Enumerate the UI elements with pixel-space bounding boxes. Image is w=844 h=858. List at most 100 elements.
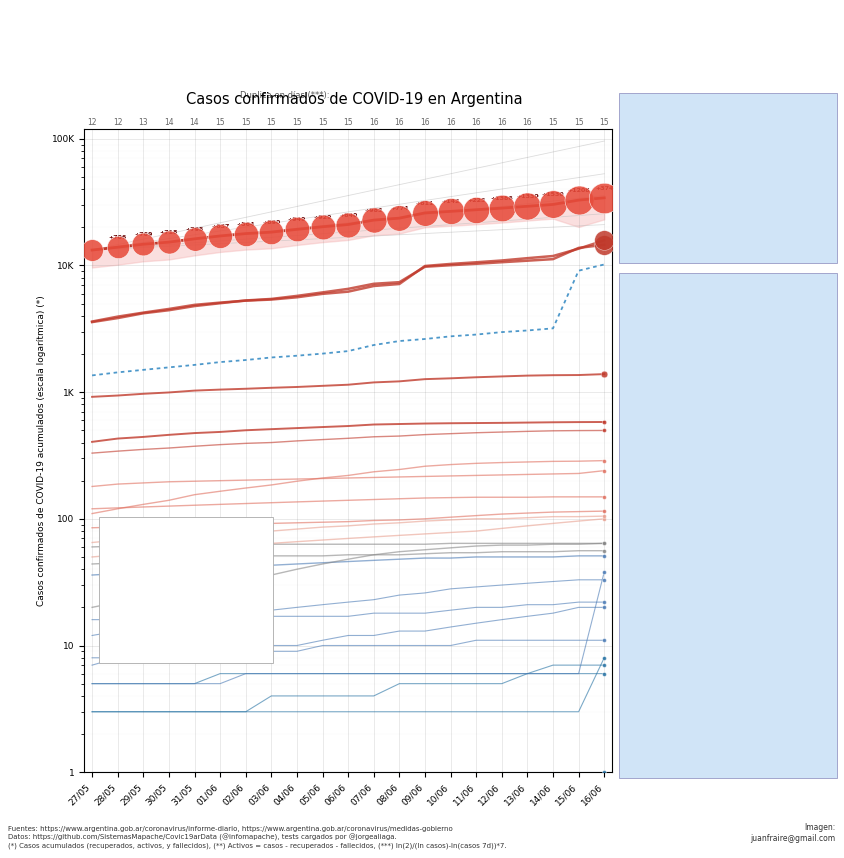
Point (598, 651, 611, 665)
Point (598, 536, 611, 550)
Text: (240) Neuq. +28  (7): (240) Neuq. +28 (7) (625, 416, 717, 426)
Text: (115) Mendo +3  (10): (115) Mendo +3 (10) (625, 456, 721, 466)
Text: (20) Salta +0  (0): (20) Salta +0 (0) (625, 660, 694, 669)
Text: (8) Jujuy +0  (1): (8) Jujuy +0 (1) (625, 700, 696, 710)
Point (598, 536, 611, 550)
Text: (100) E. Rios +12  (0): (100) E. Rios +12 (0) (625, 498, 711, 506)
Text: +795: +795 (186, 227, 203, 232)
Text: (19.3) fallec./millón: (19.3) fallec./millón (626, 175, 721, 185)
Point (598, 464, 611, 478)
Point (290, 222, 304, 236)
Text: +769: +769 (134, 233, 153, 238)
Text: (7) San Juan +0  (0): (7) San Juan +0 (0) (625, 721, 703, 730)
Point (598, 658, 611, 672)
Text: P%: P% (133, 613, 142, 617)
Text: Circ. externo: tasa let.: Circ. externo: tasa let. (106, 598, 195, 607)
Point (598, 454, 611, 468)
Text: (1387) Chac +23  (76): (1387) Chac +23 (76) (625, 335, 723, 344)
Text: +C: +C (121, 560, 133, 569)
Point (598, 510, 611, 523)
Text: +811: +811 (416, 201, 434, 206)
Text: (22) S. del E. +0  (0): (22) S. del E. +0 (0) (625, 639, 706, 649)
Point (598, 765, 611, 779)
Point (598, 595, 611, 609)
Text: +637: +637 (211, 224, 230, 229)
Text: (288) Sta. Fe +3  (4): (288) Sta. Fe +3 (4) (625, 396, 717, 405)
Text: +T: tests diarios: +T: tests diarios (106, 562, 170, 571)
Point (598, 667, 611, 680)
Text: (38) Misiones +0  (2): (38) Misiones +0 (2) (625, 599, 719, 608)
Point (598, 238, 611, 251)
Point (521, 199, 534, 213)
Point (85, 243, 99, 257)
Point (444, 204, 457, 218)
Text: +983: +983 (365, 208, 383, 213)
Text: +374: +374 (595, 186, 614, 190)
Text: (581) Rio N. +17  (28): (581) Rio N. +17 (28) (625, 355, 723, 365)
Point (341, 218, 354, 232)
Point (239, 227, 252, 240)
Text: (14546) Bs. +797  (389): (14546) Bs. +797 (389) (625, 315, 732, 323)
Text: P%: positividad: P%: positividad (106, 580, 167, 589)
Point (546, 197, 560, 211)
Text: Imagen:
juanfraire@gmail.com: Imagen: juanfraire@gmail.com (750, 823, 836, 843)
Text: +T: +T (133, 599, 142, 604)
Text: (casos) provincia    (fall.): (casos) provincia (fall.) (625, 281, 719, 290)
Point (469, 202, 483, 216)
Point (162, 235, 176, 249)
Point (111, 240, 124, 254)
Text: (498) Cba. +1  (34): (498) Cba. +1 (34) (625, 376, 711, 384)
Point (598, 601, 611, 614)
Text: (*) Casos acumulados (recuperados, activos, y fallecidos), (**) Activos = casos : (*) Casos acumulados (recuperados, activ… (8, 843, 507, 849)
Text: +F: +F (143, 560, 154, 569)
Text: +1339: +1339 (516, 194, 538, 199)
Point (598, 233, 611, 247)
Text: (10174) recuperados: (10174) recuperados (626, 212, 728, 222)
Text: (105) Ctes. +1  (0): (105) Ctes. +1 (0) (625, 477, 699, 486)
Point (598, 424, 611, 438)
Point (598, 191, 611, 205)
Y-axis label: Casos confirmados de COVID-19 acumulados (escala logarítmica) (*): Casos confirmados de COVID-19 acumulados… (37, 295, 46, 606)
Text: (0) Catam. +0  (0): (0) Catam. +0 (0) (625, 761, 698, 770)
Point (392, 211, 406, 225)
Text: Area rosa: activos (**): Area rosa: activos (**) (106, 634, 195, 643)
Text: +706: +706 (109, 235, 127, 240)
Text: (64) Chubut +1  (1): (64) Chubut +1 (1) (625, 538, 711, 547)
Text: +840: +840 (339, 213, 357, 218)
Text: (2.6%) tasa letalidad: (2.6%) tasa letalidad (626, 156, 728, 166)
Text: Duplica en días (***):: Duplica en días (***): (240, 91, 330, 100)
Point (598, 565, 611, 579)
Text: +718: +718 (160, 230, 178, 235)
Point (367, 214, 381, 227)
Text: Casos confirmados de COVID-19 en Argentina: Casos confirmados de COVID-19 en Argenti… (187, 93, 522, 107)
Text: +1530: +1530 (542, 192, 565, 197)
Point (598, 549, 611, 563)
Circle shape (118, 547, 156, 590)
Text: (6) La Pampa +0  (0): (6) La Pampa +0 (0) (625, 741, 708, 750)
Text: Argentina, 16/06:: Argentina, 16/06: (626, 101, 722, 112)
Point (598, 512, 611, 526)
Text: +142: +142 (441, 199, 460, 204)
Text: +890: +890 (262, 221, 280, 225)
Text: +929: +929 (313, 214, 332, 220)
Point (137, 238, 150, 251)
Text: +C: nuevos casos: +C: nuevos casos (106, 526, 177, 535)
Point (598, 544, 611, 558)
Point (572, 193, 586, 207)
Text: (201381) tests lab.: (201381) tests lab. (626, 194, 719, 203)
Text: (878) fallecidos: (878) fallecidos (626, 138, 701, 148)
Text: (33) Formosa +0  (0): (33) Formosa +0 (0) (625, 619, 708, 628)
Point (598, 505, 611, 518)
Text: (64) La Rioja +0  (8): (64) La Rioja +0 (8) (625, 517, 715, 527)
Point (598, 633, 611, 647)
Text: Datos: https://github.com/SistemasMapache/Covic19arData (@infomapache), tests ca: Datos: https://github.com/SistemasMapach… (8, 834, 398, 841)
Text: (51) Sta. Cru +0  (0): (51) Sta. Cru +0 (0) (625, 578, 706, 588)
Text: +F: nuevos fallecidos: +F: nuevos fallecidos (106, 544, 191, 553)
Text: (34159) casos positivos: (34159) casos positivos (626, 119, 742, 130)
Point (598, 573, 611, 587)
Text: +1208: +1208 (567, 188, 590, 193)
Point (214, 229, 227, 243)
Text: Linea punt.: recuperados: Linea punt.: recuperados (106, 616, 206, 625)
Text: +949: +949 (288, 217, 306, 222)
Text: (149) T del F +0  (0): (149) T del F +0 (0) (625, 437, 706, 445)
